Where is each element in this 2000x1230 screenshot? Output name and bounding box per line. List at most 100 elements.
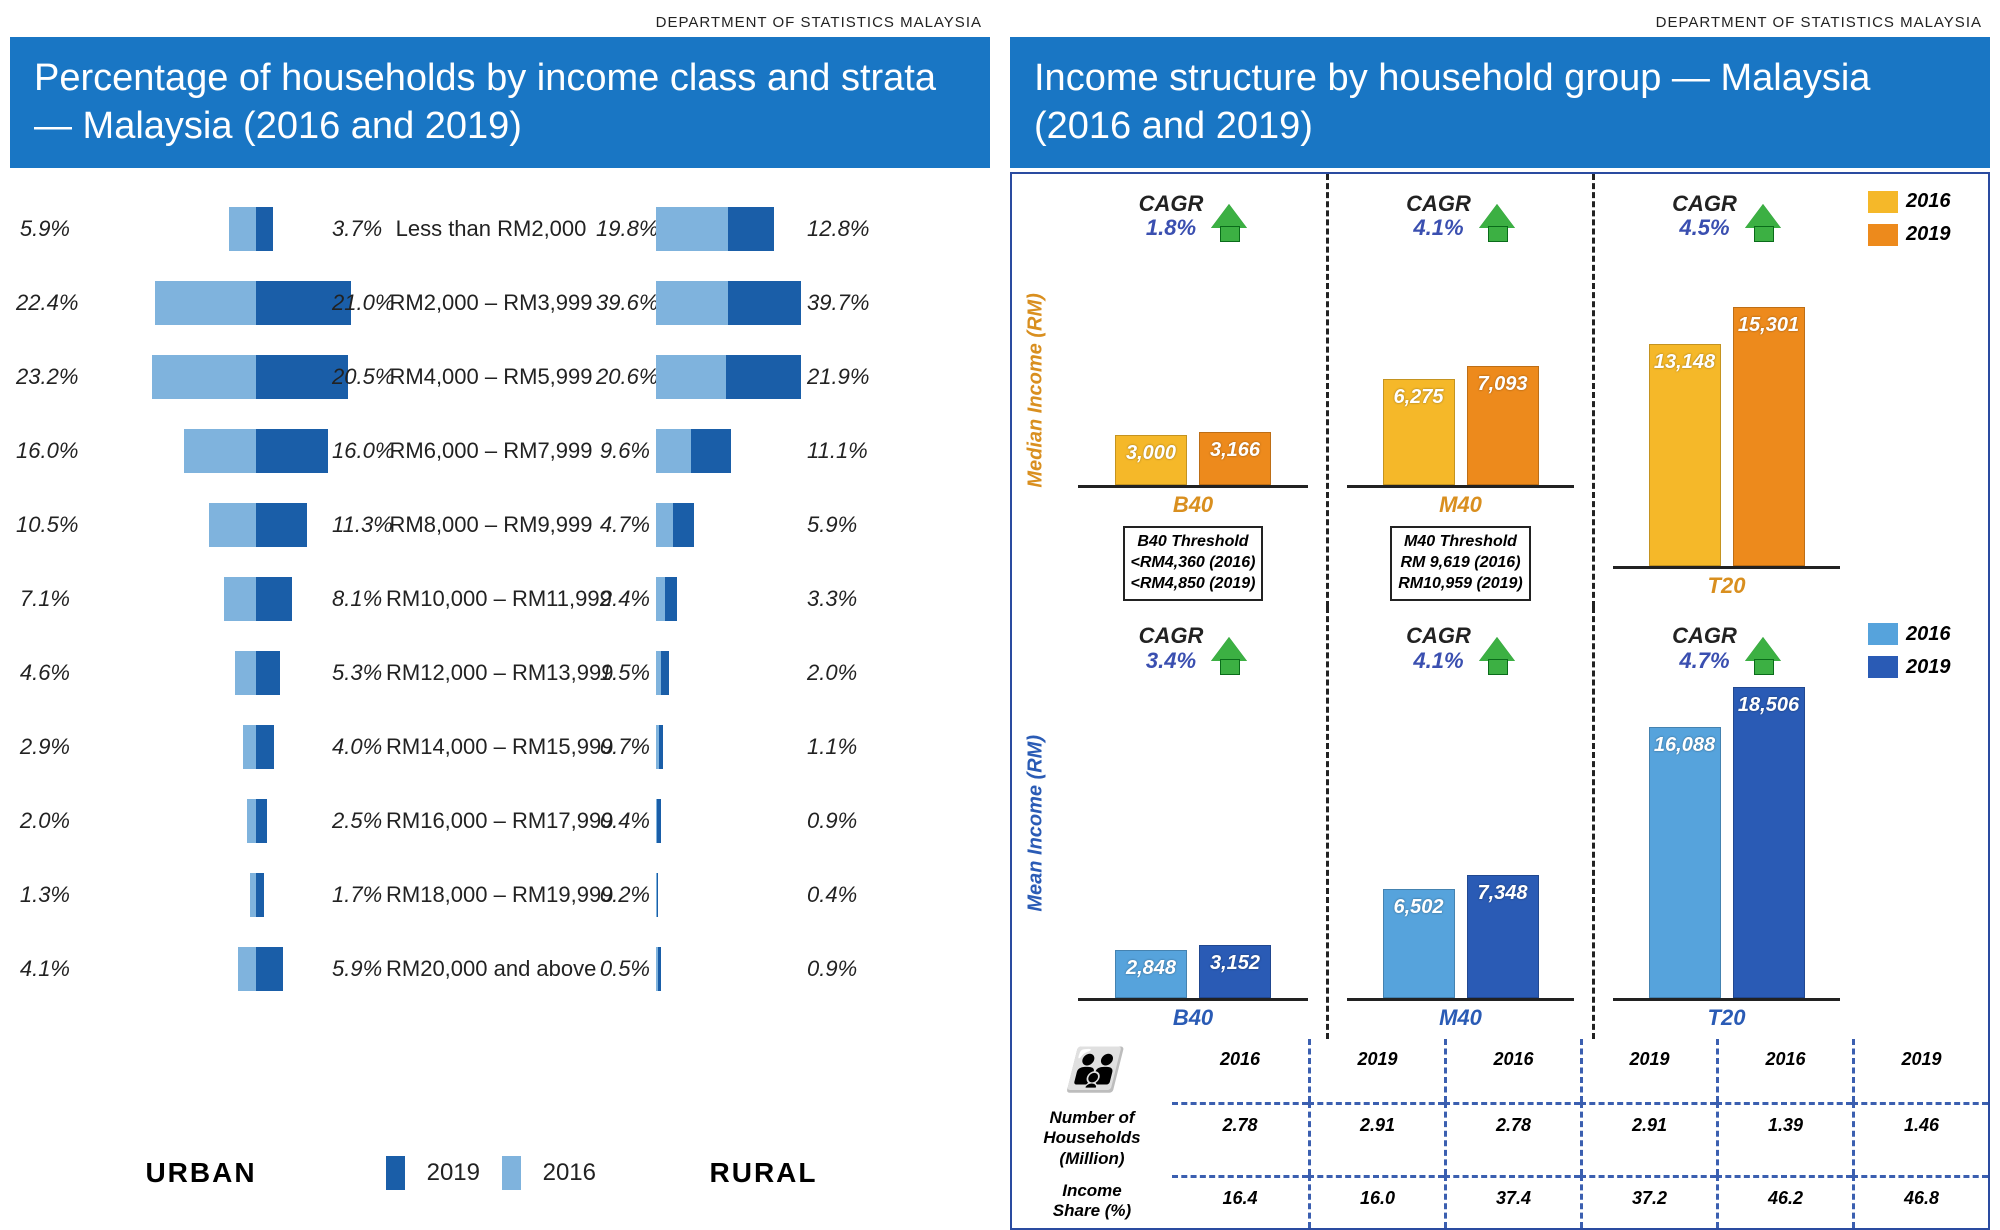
- rural-2016-pct: 0.4%: [596, 808, 656, 834]
- urban-2016-bar: [238, 947, 256, 991]
- strata-legend: 2019 2016: [386, 1156, 596, 1190]
- urban-2019-pct: 1.7%: [326, 882, 386, 908]
- rural-bar-wrap: [656, 577, 801, 621]
- rural-2019-bar: [661, 651, 668, 695]
- median-axis-label: Median Income (RM): [1012, 174, 1060, 607]
- urban-2019-bar: [256, 651, 280, 695]
- legend-year: 2016: [1906, 190, 1951, 213]
- strata-row: 7.1%8.1%RM10,000 – RM11,9992.4%3.3%: [16, 562, 984, 636]
- income-share-value: 37.2: [1580, 1175, 1716, 1228]
- rowhead-share: Income Share (%): [1012, 1175, 1172, 1228]
- urban-2016-pct: 4.1%: [16, 956, 76, 982]
- income-share-value: 16.4: [1172, 1175, 1308, 1228]
- urban-2019-pct: 21.0%: [326, 290, 386, 316]
- households-value: 1.39: [1716, 1102, 1852, 1175]
- households-value: 1.46: [1852, 1102, 1988, 1175]
- bar-pair: 6,5027,348: [1347, 687, 1574, 1002]
- urban-2016-pct: 7.1%: [16, 586, 76, 612]
- bar-value-label: 15,301: [1738, 308, 1799, 337]
- value-bar: 15,301: [1733, 307, 1805, 565]
- rural-2016-pct: 4.7%: [596, 512, 656, 538]
- legend-swatch: [1868, 191, 1898, 213]
- value-bar: 3,152: [1199, 945, 1271, 998]
- urban-2016-bar: [247, 799, 256, 843]
- legend-item: 2019: [1868, 223, 1978, 246]
- urban-2016-bar: [155, 281, 256, 325]
- urban-2016-pct: 23.2%: [16, 364, 76, 390]
- rural-2016-pct: 20.6%: [596, 364, 656, 390]
- group-label: B40: [1078, 1001, 1308, 1039]
- bar-value-label: 2,848: [1126, 951, 1176, 980]
- strata-footer: URBAN 2019 2016 RURAL: [16, 1150, 984, 1190]
- urban-2019-pct: 8.1%: [326, 586, 386, 612]
- rural-2019-bar: [728, 281, 801, 325]
- value-bar: 6,275: [1383, 379, 1455, 485]
- cagr-indicator: CAGR4.7%: [1613, 617, 1840, 681]
- rural-2016-bar: [656, 281, 728, 325]
- value-bar: 16,088: [1649, 727, 1721, 998]
- rural-2019-bar: [657, 873, 658, 917]
- urban-2016-bar: [152, 355, 256, 399]
- strata-row: 1.3%1.7%RM18,000 – RM19,9990.2%0.4%: [16, 858, 984, 932]
- rural-2016-bar: [656, 355, 726, 399]
- strata-row: 4.1%5.9%RM20,000 and above0.5%0.9%: [16, 932, 984, 1006]
- income-category: RM16,000 – RM17,999: [386, 808, 596, 834]
- strata-row: 4.6%5.3%RM12,000 – RM13,9991.5%2.0%: [16, 636, 984, 710]
- legend-item: 2019: [1868, 656, 1978, 679]
- rural-bar-wrap: [656, 725, 801, 769]
- income-category: RM6,000 – RM7,999: [386, 438, 596, 464]
- bar-pair: 6,2757,093: [1347, 254, 1574, 488]
- legend-label-2016: 2016: [543, 1159, 596, 1187]
- group-cell: CAGR4.5%13,14815,301T20: [1592, 174, 1858, 607]
- rural-bar-wrap: [656, 873, 801, 917]
- source-right: DEPARTMENT OF STATISTICS MALAYSIA: [1010, 10, 1990, 37]
- table-year: 2019: [1580, 1039, 1716, 1101]
- cagr-indicator: CAGR3.4%: [1078, 617, 1308, 681]
- urban-2019-pct: 2.5%: [326, 808, 386, 834]
- source-left: DEPARTMENT OF STATISTICS MALAYSIA: [10, 10, 990, 37]
- value-bar: 3,166: [1199, 432, 1271, 485]
- urban-2016-pct: 22.4%: [16, 290, 76, 316]
- rural-2019-pct: 21.9%: [801, 364, 871, 390]
- legend-swatch-2019: [386, 1156, 405, 1190]
- urban-2019-pct: 11.3%: [326, 512, 386, 538]
- legend-item: 2016: [1868, 190, 1978, 213]
- rural-2016-pct: 2.4%: [596, 586, 656, 612]
- cagr-indicator: CAGR4.1%: [1347, 184, 1574, 248]
- urban-2016-bar: [229, 207, 256, 251]
- rural-2019-bar: [658, 947, 661, 991]
- bar-value-label: 3,000: [1126, 436, 1176, 465]
- urban-2016-pct: 4.6%: [16, 660, 76, 686]
- income-category: RM4,000 – RM5,999: [386, 364, 596, 390]
- urban-2016-pct: 5.9%: [16, 216, 76, 242]
- strata-row: 22.4%21.0%RM2,000 – RM3,99939.6%39.7%: [16, 266, 984, 340]
- group-label: M40: [1347, 1001, 1574, 1039]
- urban-2019-bar: [256, 873, 264, 917]
- urban-2019-bar: [256, 207, 273, 251]
- strata-row: 5.9%3.7%Less than RM2,00019.8%12.8%: [16, 192, 984, 266]
- value-bar: 7,093: [1467, 366, 1539, 486]
- rural-2019-pct: 11.1%: [801, 438, 871, 464]
- rural-bar-wrap: [656, 207, 801, 251]
- rural-2019-bar: [691, 429, 731, 473]
- legend-year: 2019: [1906, 223, 1951, 246]
- urban-2016-pct: 16.0%: [16, 438, 76, 464]
- rural-bar-wrap: [656, 651, 801, 695]
- urban-2016-bar: [209, 503, 256, 547]
- urban-2016-pct: 2.9%: [16, 734, 76, 760]
- income-category: RM2,000 – RM3,999: [386, 290, 596, 316]
- right-title: Income structure by household group — Ma…: [1010, 37, 1990, 168]
- bar-value-label: 13,148: [1654, 345, 1715, 374]
- rural-2019-pct: 0.4%: [801, 882, 871, 908]
- urban-2019-pct: 5.9%: [326, 956, 386, 982]
- rural-2016-pct: 0.2%: [596, 882, 656, 908]
- arrow-up-icon: [1211, 637, 1247, 661]
- arrow-up-icon: [1745, 637, 1781, 661]
- bar-value-label: 6,502: [1393, 890, 1443, 919]
- rural-2019-pct: 0.9%: [801, 808, 871, 834]
- strata-chart: 5.9%3.7%Less than RM2,00019.8%12.8% 22.4%…: [10, 168, 990, 1198]
- people-icon: 👪: [1012, 1039, 1172, 1101]
- rural-2019-pct: 5.9%: [801, 512, 871, 538]
- rural-2016-pct: 9.6%: [596, 438, 656, 464]
- group-label: T20: [1613, 569, 1840, 607]
